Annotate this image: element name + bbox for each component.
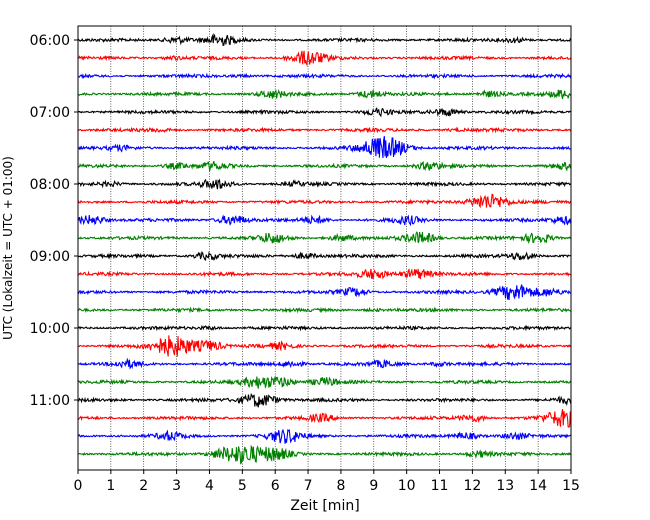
trace-0915 [77,268,572,280]
y-tick-label-0900: 09:00 [30,249,70,265]
y-tick-label-0700: 07:00 [30,105,70,121]
trace-0815 [77,193,572,209]
trace-0730 [77,136,572,158]
x-tick-label-11: 11 [431,478,449,494]
trace-0845 [77,231,572,245]
trace-0615 [77,50,572,67]
trace-0645 [77,89,572,100]
y-tick-label-1000: 10:00 [30,321,70,337]
x-tick-label-3: 3 [172,478,181,494]
x-tick-label-2: 2 [139,478,148,494]
trace-0900 [77,251,572,262]
x-tick-label-6: 6 [271,478,280,494]
x-tick-label-15: 15 [562,478,580,494]
trace-1045 [77,374,572,390]
trace-0715 [77,126,572,134]
y-axis-title: UTC (Lokalzeit = UTC + 01:00) [1,156,15,340]
trace-0930 [77,284,572,301]
x-tick-label-0: 0 [74,478,83,494]
trace-0745 [77,160,572,172]
y-axis-ticks: 06:00 07:00 08:00 09:00 10:00 11:00 [30,33,78,409]
x-tick-label-9: 9 [369,478,378,494]
x-tick-label-12: 12 [463,478,481,494]
trace-1015 [77,335,572,357]
y-tick-label-0600: 06:00 [30,33,70,49]
trace-1115 [77,409,572,428]
trace-1030 [77,357,572,370]
x-tick-label-4: 4 [205,478,214,494]
x-tick-label-1: 1 [106,478,115,494]
x-tick-label-14: 14 [529,478,547,494]
y-tick-label-0800: 08:00 [30,177,70,193]
trace-group [77,32,572,465]
trace-0830 [77,214,572,227]
y-tick-label-1100: 11:00 [30,393,70,409]
trace-1130 [77,428,572,444]
trace-0630 [77,72,572,80]
x-tick-label-10: 10 [398,478,416,494]
plot-frame [77,25,572,471]
trace-1145 [77,444,572,465]
x-axis-ticks: 0 1 2 3 4 5 6 7 8 9 10 11 12 13 14 15 [74,470,580,494]
x-tick-label-8: 8 [336,478,345,494]
trace-0945 [78,306,572,314]
x-tick-label-7: 7 [304,478,313,494]
trace-0600 [77,32,572,47]
trace-0700 [77,107,572,118]
trace-0800 [77,178,572,190]
trace-1000 [77,324,572,332]
x-axis-title: Zeit [min] [290,498,359,514]
x-tick-label-13: 13 [496,478,514,494]
trace-1100 [77,392,572,408]
x-tick-label-5: 5 [238,478,247,494]
